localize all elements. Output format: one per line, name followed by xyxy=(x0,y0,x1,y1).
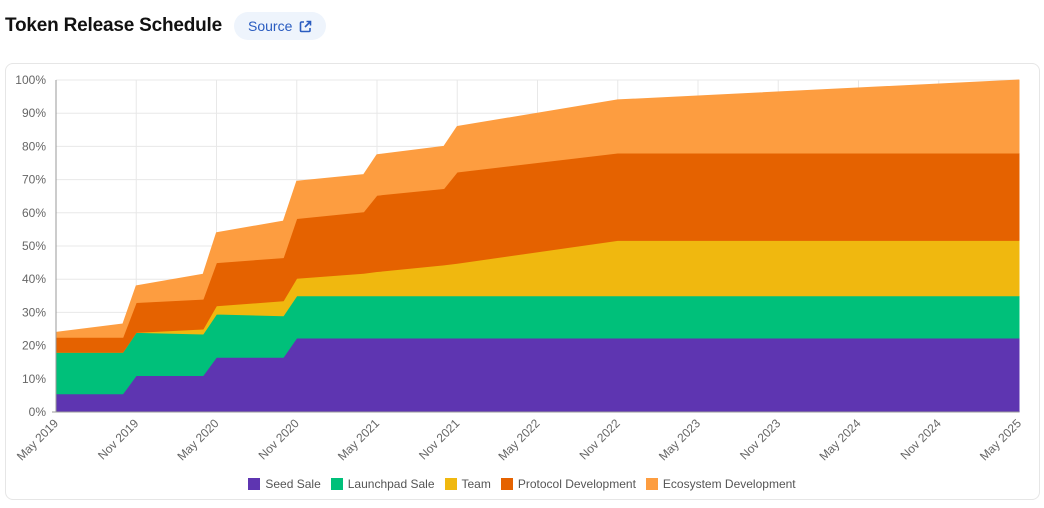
header: Token Release Schedule Source xyxy=(5,12,327,40)
x-tick-label: Nov 2021 xyxy=(416,416,462,462)
legend-swatch xyxy=(645,478,658,490)
legend-label: Ecosystem Development xyxy=(662,477,796,491)
y-tick-label: 50% xyxy=(22,239,46,253)
legend-label: Protocol Development xyxy=(517,477,636,491)
chart-legend: Seed Sale Launchpad Sale Team Protocol Deve… xyxy=(0,477,1044,491)
y-tick-label: 90% xyxy=(22,106,46,120)
page-title: Token Release Schedule xyxy=(5,15,223,36)
y-tick-label: 60% xyxy=(22,206,46,220)
legend-item[interactable]: Team xyxy=(444,477,491,491)
y-tick-label: 10% xyxy=(22,372,46,386)
x-tick-label: May 2023 xyxy=(656,416,703,463)
x-tick-label: Nov 2019 xyxy=(95,416,141,462)
legend-label: Launchpad Sale xyxy=(347,477,435,491)
legend-swatch xyxy=(248,478,261,490)
y-tick-label: 100% xyxy=(15,73,46,87)
legend-swatch xyxy=(500,478,513,490)
legend-item[interactable]: Protocol Development xyxy=(500,477,636,491)
legend-label: Seed Sale xyxy=(265,477,321,491)
y-tick-label: 80% xyxy=(22,139,46,153)
x-tick-label: May 2022 xyxy=(495,416,542,463)
legend-item[interactable]: Ecosystem Development xyxy=(645,477,796,491)
x-tick-label: May 2024 xyxy=(816,416,863,463)
x-tick-label: May 2019 xyxy=(14,416,61,463)
chart-card xyxy=(5,63,1040,500)
legend-label: Team xyxy=(461,477,491,491)
legend-swatch xyxy=(330,478,343,490)
y-tick-label: 70% xyxy=(22,173,46,187)
x-tick-label: May 2025 xyxy=(977,416,1024,463)
legend-item[interactable]: Launchpad Sale xyxy=(330,477,435,491)
legend-swatch xyxy=(444,478,457,490)
y-tick-label: 20% xyxy=(22,339,46,353)
x-tick-label: Nov 2023 xyxy=(737,416,783,462)
legend-item[interactable]: Seed Sale xyxy=(248,477,321,491)
x-tick-label: Nov 2024 xyxy=(898,416,944,462)
x-tick-label: Nov 2022 xyxy=(577,416,623,462)
area-series-ecosystem-development xyxy=(55,79,1020,338)
y-tick-label: 40% xyxy=(22,272,46,286)
source-label: Source xyxy=(248,18,293,34)
external-link-icon xyxy=(300,20,312,32)
x-tick-label: May 2020 xyxy=(174,416,221,463)
source-button[interactable]: Source xyxy=(234,12,327,40)
y-tick-label: 0% xyxy=(29,405,47,419)
y-tick-label: 30% xyxy=(22,305,46,319)
x-tick-label: Nov 2020 xyxy=(256,416,302,462)
x-tick-label: May 2021 xyxy=(335,416,382,463)
